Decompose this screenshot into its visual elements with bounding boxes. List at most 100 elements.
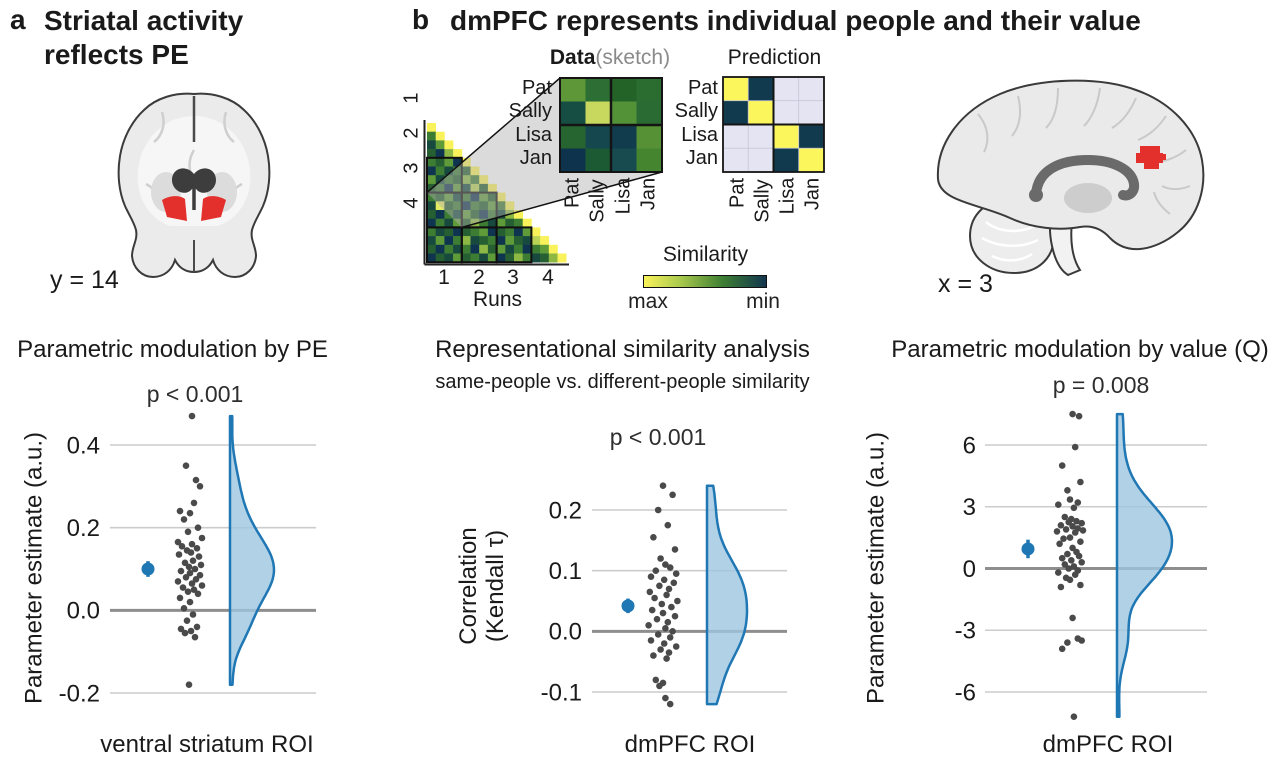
runs-matrix-cell xyxy=(453,201,463,211)
y-tick-label: 0 xyxy=(963,556,976,583)
runs-matrix-cell xyxy=(514,218,523,228)
runs-matrix-cell xyxy=(453,149,463,159)
y-tick-label: -6 xyxy=(955,679,976,706)
runs-matrix-cell xyxy=(461,218,471,228)
runs-matrix-cell xyxy=(435,218,445,228)
scatter-point xyxy=(1070,563,1078,570)
runs-matrix-cell xyxy=(496,244,506,254)
runs-col-label-3: 3 xyxy=(507,266,519,289)
violin-half-density xyxy=(705,484,749,706)
scatter-point xyxy=(659,609,667,617)
runs-matrix-cell xyxy=(522,227,532,237)
data-matrix-cell xyxy=(560,125,586,149)
runs-matrix-cell xyxy=(444,157,454,167)
sagittal-slice-coordinate: x = 3 xyxy=(938,270,993,298)
data-sketch-matrix xyxy=(559,77,663,173)
runs-matrix-cell xyxy=(557,253,567,263)
scatter-point xyxy=(1060,535,1067,542)
runs-matrix-cell xyxy=(435,227,445,237)
runs-matrix-cell xyxy=(461,236,471,246)
panel-b-label: b xyxy=(412,4,430,35)
scatter-point xyxy=(181,559,189,567)
scatter-point xyxy=(663,655,670,662)
scatter-point xyxy=(1075,552,1083,560)
coronal-brain-image xyxy=(117,92,271,279)
scatter-point xyxy=(192,476,200,484)
scatter-point xyxy=(175,551,183,558)
runs-row-label-1: 1 xyxy=(400,92,423,104)
runs-matrix-cell xyxy=(531,253,541,263)
scatter-point xyxy=(650,534,657,541)
rsa-plot-title: Representational similarity analysis xyxy=(435,336,810,363)
scatter-point xyxy=(1069,614,1076,622)
prediction-row-label-pat: Pat xyxy=(687,77,718,99)
runs-matrix-cell xyxy=(435,192,445,202)
data-matrix-title-suffix: (sketch) xyxy=(595,46,671,69)
coronal-slice-coordinate: y = 14 xyxy=(50,266,119,294)
runs-matrix-cell xyxy=(453,175,463,185)
panel-b-title: dmPFC represents individual people and t… xyxy=(450,5,1141,36)
data-matrix-cell xyxy=(611,78,637,102)
runs-matrix-cell xyxy=(461,183,471,193)
scatter-point xyxy=(645,622,652,629)
prediction-matrix-cell xyxy=(773,100,800,125)
data-matrix-cell xyxy=(611,101,637,126)
ventral-striatum-left-roi xyxy=(162,196,187,221)
runs-row-label-4: 4 xyxy=(400,197,423,209)
scatter-point xyxy=(194,524,202,531)
y-tick-label: 0.2 xyxy=(67,515,100,542)
runs-matrix-cell xyxy=(470,201,480,211)
runs-matrix-cell xyxy=(522,236,532,246)
scatter-point xyxy=(174,538,182,546)
prediction-col-label-jan: Jan xyxy=(801,177,824,211)
scatter-point xyxy=(1061,513,1069,521)
runs-matrix-cell xyxy=(461,201,471,211)
prediction-row-label-lisa: Lisa xyxy=(681,124,718,146)
mean-marker xyxy=(141,562,155,576)
prediction-matrix-cell xyxy=(798,124,825,149)
runs-matrix-cell xyxy=(479,253,489,263)
mean-marker xyxy=(1021,542,1035,556)
y-tick-label: 0.2 xyxy=(549,497,582,524)
y-tick-label: 6 xyxy=(963,432,976,459)
scatter-point xyxy=(654,631,662,638)
scatter-point xyxy=(1058,645,1066,653)
scatter-point xyxy=(1064,487,1071,494)
runs-matrix-cell xyxy=(531,236,541,246)
runs-matrix-cell xyxy=(427,140,436,150)
runs-matrix-cell xyxy=(470,166,480,176)
scatter-point xyxy=(666,564,674,571)
violin-half-density xyxy=(1115,412,1174,718)
scatter-point xyxy=(182,574,190,581)
scatter-point xyxy=(651,594,658,602)
scatter-point xyxy=(662,561,669,568)
scatter-point xyxy=(1077,538,1084,545)
scatter-point xyxy=(666,634,674,641)
runs-matrix-cell xyxy=(427,236,436,246)
prediction-matrix-cell xyxy=(747,124,774,149)
scatter-point xyxy=(186,569,194,577)
data-row-label-jan: Jan xyxy=(519,147,552,169)
scatter-point xyxy=(1071,443,1079,451)
scatter-point xyxy=(198,534,206,542)
runs-matrix-cell xyxy=(444,244,454,254)
prediction-col-label-sally: Sally xyxy=(751,179,774,223)
scatter-point xyxy=(663,591,670,599)
scatter-point xyxy=(1077,581,1084,589)
scatter-point xyxy=(1062,526,1070,533)
pe-plot-x-axis-label: ventral striatum ROI xyxy=(100,731,314,758)
prediction-matrix-cell xyxy=(747,147,774,173)
data-matrix-title-main: Data xyxy=(549,46,596,69)
scatter-point xyxy=(664,521,672,529)
runs-matrix-cell xyxy=(505,201,515,211)
scatter-point xyxy=(174,578,182,585)
rsa-plot-x-axis-label: dmPFC ROI xyxy=(624,731,756,758)
scatter-point xyxy=(672,570,680,577)
scatter-point xyxy=(1078,637,1085,644)
scatter-point xyxy=(669,491,676,499)
sagittal-cerebellum-arbor xyxy=(981,220,1039,262)
prediction-matrix-cell xyxy=(798,76,825,102)
pe-plot-p-value: p < 0.001 xyxy=(146,381,244,407)
similarity-max-label: max xyxy=(628,290,668,313)
sagittal-corpus-callosum xyxy=(1031,154,1140,201)
